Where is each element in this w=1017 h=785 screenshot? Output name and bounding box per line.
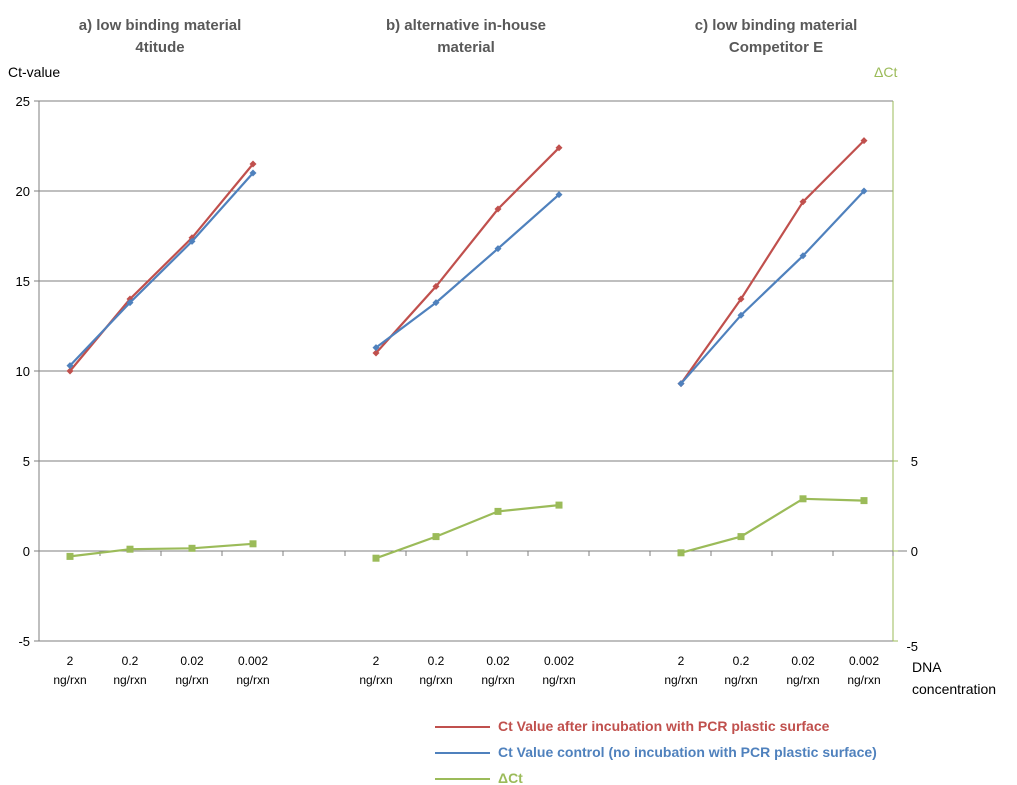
data-point-after (860, 137, 868, 145)
left-tick-label: 15 (16, 274, 30, 289)
data-point-delta (737, 533, 745, 541)
data-point-control (372, 344, 380, 352)
data-point-after (555, 144, 563, 152)
data-point-after (494, 205, 502, 213)
x-tick-label: 0.2 (733, 654, 750, 668)
panel-title: 4titude (135, 39, 184, 56)
panel-title: b) alternative in-house (386, 17, 546, 34)
data-point-delta (188, 544, 196, 552)
x-tick-label-unit: ng/rxn (786, 673, 819, 687)
data-point-delta (677, 549, 685, 557)
data-point-control (126, 299, 134, 307)
x-tick-label-unit: ng/rxn (724, 673, 757, 687)
data-point-control (249, 169, 257, 177)
left-y-ticks: -5 0 5 10 15 20 25 (16, 94, 30, 649)
panel-title: c) low binding material (695, 17, 858, 34)
y-left-label: Ct-value (8, 64, 60, 80)
x-tick-label: 2 (678, 654, 685, 668)
x-tick-label: 0.002 (544, 654, 574, 668)
series-lines (66, 137, 868, 562)
x-tick-label: 0.02 (486, 654, 510, 668)
left-tick-label: 5 (23, 454, 30, 469)
series-line-after (375, 147, 560, 354)
x-tick-label-unit: ng/rxn (175, 673, 208, 687)
x-tick-label: 0.02 (180, 654, 204, 668)
series-line-after (69, 163, 254, 372)
x-axis-label-line2: concentration (912, 681, 996, 697)
data-point-control (737, 311, 745, 319)
data-point-control (432, 299, 440, 307)
axes (34, 100, 907, 642)
data-point-delta (372, 554, 380, 562)
series-line-after (680, 139, 865, 385)
x-tick-label-unit: ng/rxn (481, 673, 514, 687)
left-tick-label: 25 (16, 94, 30, 109)
panel-title: a) low binding material (79, 17, 242, 34)
x-tick-label-unit: ng/rxn (664, 673, 697, 687)
series-line-control (69, 172, 254, 367)
data-point-after (737, 295, 745, 303)
data-point-delta (555, 501, 563, 509)
x-tick-label: 0.2 (428, 654, 445, 668)
x-tick-label-unit: ng/rxn (359, 673, 392, 687)
legend-label-after: Ct Value after incubation with PCR plast… (498, 718, 830, 734)
data-point-after (249, 160, 257, 168)
data-point-delta (860, 497, 868, 505)
right-y-ticks: -5 0 5 (906, 454, 918, 654)
data-point-after (66, 367, 74, 375)
x-tick-label-unit: ng/rxn (53, 673, 86, 687)
x-tick-label: 2 (67, 654, 74, 668)
series-line-delta (375, 504, 560, 560)
right-tick-label: -5 (906, 639, 918, 654)
x-tick-label: 0.02 (791, 654, 815, 668)
x-tick-label-unit: ng/rxn (236, 673, 269, 687)
gridlines (39, 100, 893, 642)
x-tick-label: 0.002 (238, 654, 268, 668)
legend-label-control: Ct Value control (no incubation with PCR… (498, 744, 877, 760)
data-point-delta (494, 507, 502, 515)
series-line-delta (69, 542, 254, 558)
panel-title: Competitor E (729, 39, 823, 56)
x-tick-labels: 2 ng/rxn 0.2 ng/rxn 0.02 ng/rxn 0.002 ng/rxn 2 ng… (53, 654, 880, 687)
left-tick-label: -5 (18, 634, 30, 649)
x-tick-label: 0.2 (122, 654, 139, 668)
y-right-label: ΔCt (874, 64, 897, 80)
legend: Ct Value after incubation with PCR plast… (435, 718, 877, 785)
panel-title: material (437, 39, 495, 56)
data-point-control (66, 362, 74, 370)
data-point-delta (66, 552, 74, 560)
legend-label-delta: ΔCt (498, 770, 523, 785)
x-tick-label-unit: ng/rxn (419, 673, 452, 687)
x-tick-label: 2 (373, 654, 380, 668)
data-point-after (372, 349, 380, 357)
data-point-control (799, 252, 807, 260)
series-line-delta (680, 497, 865, 554)
right-tick-label: 5 (911, 454, 918, 469)
panel-titles: a) low binding material 4titude b) alterna… (79, 17, 858, 56)
left-tick-label: 10 (16, 364, 30, 379)
data-point-control (860, 187, 868, 195)
series-line-control (375, 193, 560, 349)
x-tick-label: 0.002 (849, 654, 879, 668)
left-tick-label: 20 (16, 184, 30, 199)
data-point-control (494, 245, 502, 253)
data-point-delta (432, 533, 440, 541)
data-point-control (555, 191, 563, 199)
x-tick-label-unit: ng/rxn (847, 673, 880, 687)
x-axis-label-line1: DNA (912, 659, 942, 675)
series-line-control (680, 190, 865, 385)
right-tick-label: 0 (911, 544, 918, 559)
data-point-control (677, 380, 685, 388)
x-tick-label-unit: ng/rxn (542, 673, 575, 687)
data-point-delta (249, 540, 257, 548)
data-point-after (799, 198, 807, 206)
x-tick-label-unit: ng/rxn (113, 673, 146, 687)
data-point-delta (799, 495, 807, 503)
data-point-delta (126, 545, 134, 553)
data-point-after (432, 282, 440, 290)
left-tick-label: 0 (23, 544, 30, 559)
data-point-control (188, 237, 196, 245)
